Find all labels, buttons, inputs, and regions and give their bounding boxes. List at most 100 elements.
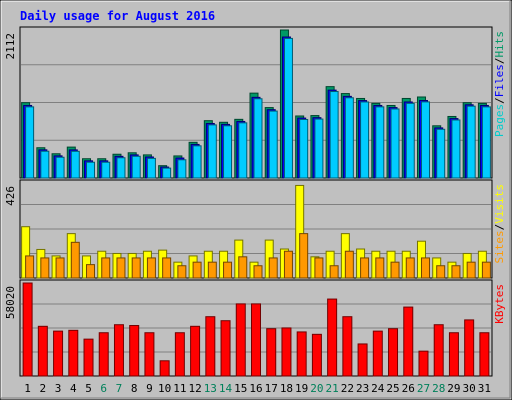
bar-hits-s3-day-11: [177, 159, 187, 179]
bar-kbytes-s1-day-21: [327, 298, 338, 377]
legend-hits: Pages/Files/Hits: [493, 31, 506, 137]
bar-kbytes-s1-day-27: [418, 350, 429, 377]
bar-hits-s3-day-7: [116, 157, 126, 179]
bar-hits-s3-day-1: [25, 106, 35, 179]
day-label-27: 27: [417, 382, 430, 395]
day-label-7: 7: [116, 382, 123, 395]
day-label-4: 4: [70, 382, 77, 395]
day-label-30: 30: [463, 382, 476, 395]
bar-hits-s3-day-10: [162, 167, 172, 179]
bar-hits-s3-day-8: [131, 155, 141, 179]
bar-hits-s3-day-18: [283, 37, 293, 179]
bar-visits-s2-day-25: [390, 261, 400, 279]
legend-visits: Sites/Visits: [493, 184, 506, 264]
legend-entry-hits-3: Files: [493, 64, 506, 97]
day-label-12: 12: [188, 382, 201, 395]
bar-visits-s2-day-4: [70, 241, 80, 279]
bar-visits-s2-day-6: [101, 257, 111, 279]
chart-panels: 2112 Pages/Files/Hits 426 Sites/Visits 58020…: [4, 26, 506, 377]
day-label-25: 25: [386, 382, 399, 395]
bar-visits-s2-day-20: [314, 257, 324, 279]
max-label-hits: 2112: [4, 33, 17, 60]
day-label-16: 16: [249, 382, 262, 395]
bar-kbytes-s1-day-29: [448, 332, 459, 377]
bar-kbytes-s1-day-7: [113, 324, 124, 377]
bar-hits-s3-day-27: [420, 101, 430, 179]
day-label-26: 26: [402, 382, 415, 395]
bar-visits-s2-day-13: [207, 261, 217, 279]
bar-visits-s2-day-9: [146, 257, 156, 279]
bar-visits-s2-day-15: [238, 256, 248, 279]
legend-kbytes: KBytes: [493, 284, 506, 324]
day-label-24: 24: [371, 382, 385, 395]
bar-kbytes-s1-day-3: [53, 330, 64, 377]
bar-visits-s2-day-23: [360, 257, 370, 279]
bar-kbytes-s1-day-13: [205, 316, 216, 377]
bar-kbytes-s1-day-31: [479, 332, 490, 377]
bar-kbytes-s1-day-20: [311, 333, 322, 377]
day-axis-labels: 1 2 3 4 5 6 7 8 9 10 11 12 13 14 15 16 17 18 19 20 21 22 23 24 2…: [24, 382, 491, 395]
bar-kbytes-s1-day-28: [433, 324, 444, 377]
chart-title: Daily usage for August 2016: [20, 9, 215, 23]
bar-visits-s2-day-22: [344, 250, 354, 279]
day-label-5: 5: [85, 382, 92, 395]
day-label-1: 1: [24, 382, 31, 395]
max-label-visits: 426: [4, 186, 17, 206]
bar-hits-s3-day-9: [146, 157, 156, 179]
bar-kbytes-s1-day-2: [37, 325, 48, 377]
day-label-28: 28: [432, 382, 445, 395]
bar-visits-s2-day-10: [162, 257, 172, 279]
bar-kbytes-s1-day-16: [251, 303, 261, 377]
day-label-15: 15: [234, 382, 247, 395]
bar-kbytes-s1-day-12: [190, 325, 201, 377]
bar-hits-s3-day-15: [238, 122, 248, 179]
bar-hits-s3-day-17: [268, 110, 278, 179]
bar-visits-s2-day-18: [283, 250, 293, 279]
bar-visits-s2-day-7: [116, 257, 126, 279]
panel-kbytes: 58020 KBytes: [4, 279, 506, 377]
bar-kbytes-s1-day-18: [281, 327, 292, 377]
bar-kbytes-s1-day-22: [342, 316, 353, 377]
bar-kbytes-s1-day-14: [220, 320, 231, 377]
bar-kbytes-s1-day-5: [83, 338, 94, 377]
legend-entry-hits-2: /: [493, 97, 506, 104]
bar-kbytes-s1-day-19: [296, 331, 307, 377]
legend-entry-hits-4: /: [493, 58, 506, 65]
bar-hits-s3-day-29: [451, 119, 461, 179]
bar-hits-s3-day-3: [55, 156, 65, 179]
bar-kbytes-s1-day-24: [372, 330, 383, 377]
bar-hits-s3-day-12: [192, 145, 202, 179]
bar-kbytes-s1-day-11: [174, 332, 185, 377]
day-label-31: 31: [478, 382, 491, 395]
legend-entry-hits-5: Hits: [493, 31, 506, 58]
day-label-17: 17: [265, 382, 278, 395]
bar-kbytes-s1-day-8: [129, 325, 140, 377]
max-label-kbytes: 58020: [4, 286, 17, 319]
day-label-18: 18: [280, 382, 293, 395]
day-label-19: 19: [295, 382, 308, 395]
bar-hits-s3-day-22: [344, 97, 354, 179]
legend-entry-visits-1: Sites: [493, 230, 506, 263]
bar-visits-s2-day-29: [451, 265, 461, 279]
bar-hits-s3-day-16: [253, 98, 263, 179]
bar-hits-s3-day-20: [314, 118, 324, 179]
bar-hits-s3-day-6: [101, 161, 111, 179]
bar-hits-s3-day-28: [436, 128, 446, 179]
bar-hits-s3-day-13: [207, 124, 217, 179]
day-label-29: 29: [447, 382, 460, 395]
bar-visits-s2-day-31: [481, 261, 491, 279]
bar-visits-s2-day-27: [420, 257, 430, 279]
bar-hits-s3-day-19: [299, 118, 309, 179]
bar-visits-s2-day-26: [405, 257, 415, 279]
day-label-2: 2: [40, 382, 47, 395]
bar-hits-s3-day-21: [329, 91, 339, 179]
day-label-14: 14: [219, 382, 233, 395]
bar-visits-s2-day-14: [223, 261, 233, 279]
day-label-6: 6: [100, 382, 107, 395]
bar-hits-s3-day-26: [405, 102, 415, 179]
bar-visits-s2-day-17: [268, 257, 278, 279]
day-label-21: 21: [326, 382, 339, 395]
panel-hits: 2112 Pages/Files/Hits: [4, 26, 506, 179]
bar-hits-s3-day-23: [360, 101, 370, 179]
bar-kbytes-s1-day-9: [144, 332, 155, 377]
